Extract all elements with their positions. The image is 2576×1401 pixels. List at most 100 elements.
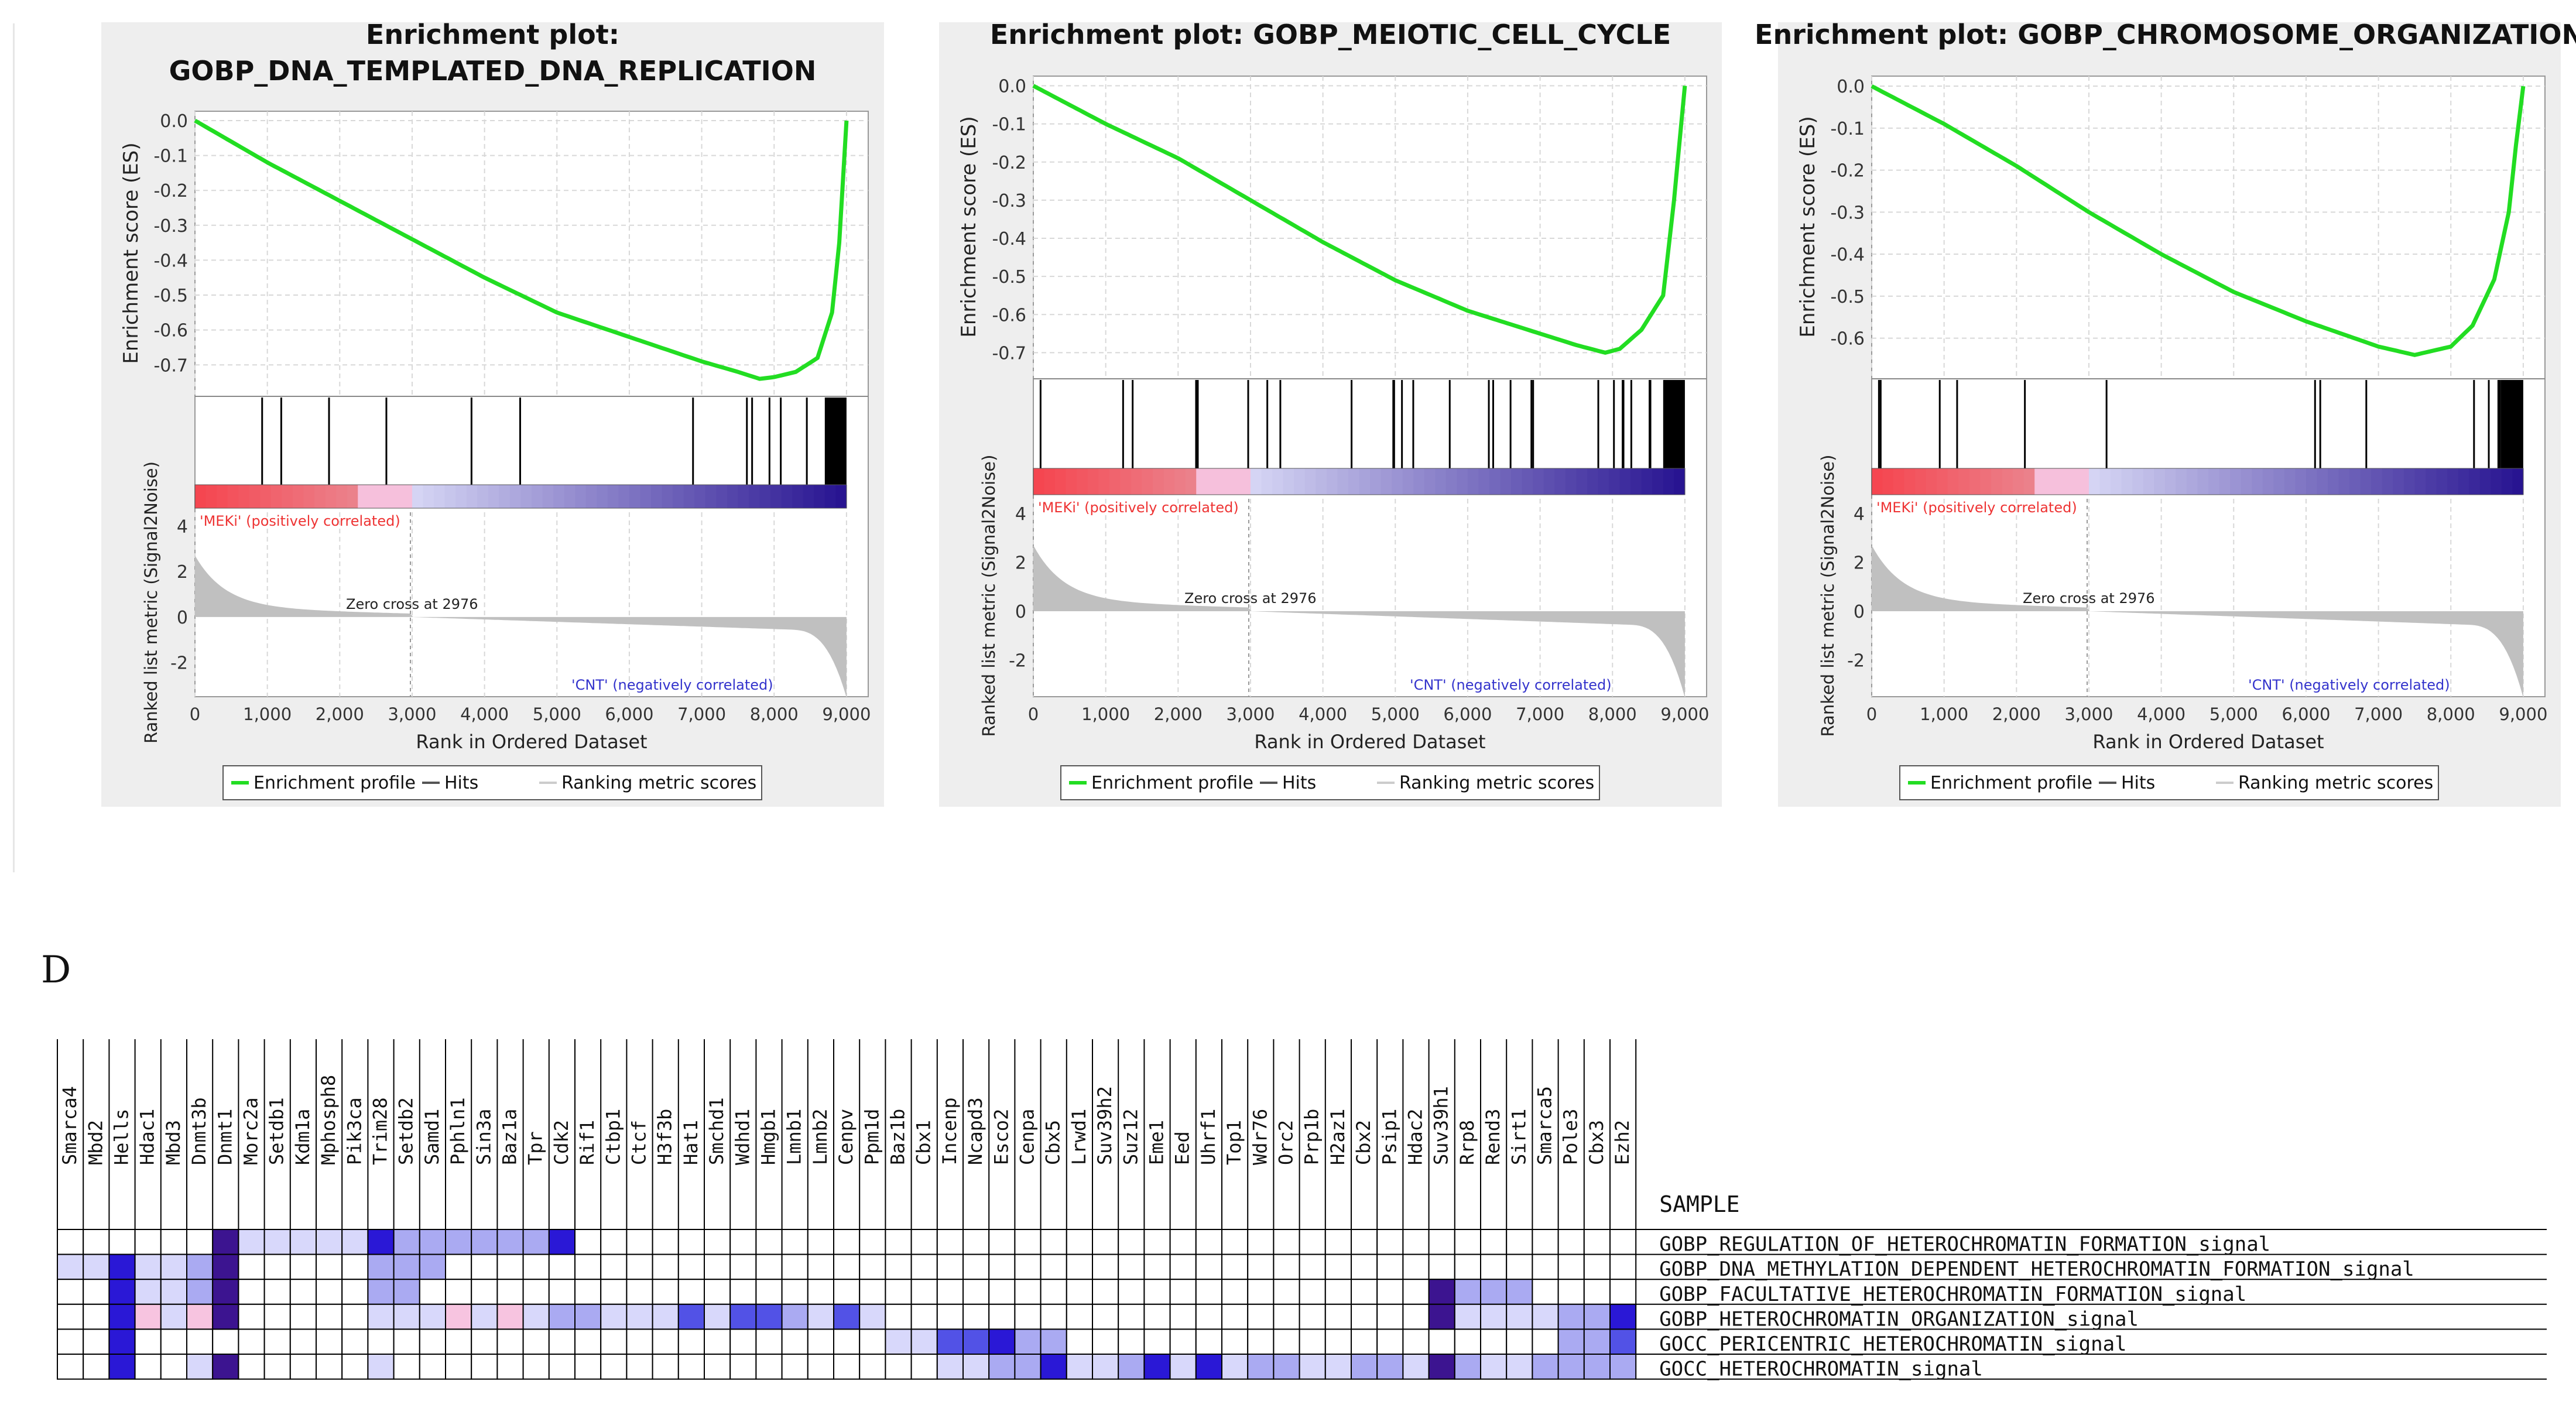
y-axis-label-es: Enrichment score (ES) [119, 142, 143, 364]
metric-tick-label: 2 [1015, 553, 1026, 573]
heatmap-cell [962, 1328, 990, 1355]
ranking-heat-cell [368, 485, 380, 508]
heatmap-cell [186, 1279, 214, 1305]
metric-tick-label: 0 [1854, 602, 1865, 622]
ranking-heat-cell [2230, 468, 2242, 495]
heatmap-cell [83, 1279, 110, 1305]
ranking-heat-cell [1882, 468, 1894, 495]
ranking-heat-cell [662, 485, 673, 508]
heatmap-cell [1609, 1303, 1637, 1330]
ranking-heat-cell [2360, 468, 2372, 495]
heatmap-cell [1506, 1229, 1533, 1255]
heatmap-cell [704, 1303, 731, 1330]
heatmap-cell [936, 1229, 964, 1255]
heatmap-cell [1014, 1303, 1042, 1330]
ranking-heat-cell [2219, 468, 2231, 495]
ranking-heat-cell [1153, 468, 1164, 495]
heatmap-cell [367, 1229, 395, 1255]
heatmap-cell [1195, 1354, 1223, 1380]
heatmap-column-label: Orc2 [1275, 1120, 1297, 1165]
heatmap-cell [367, 1328, 395, 1355]
heatmap-cell [677, 1328, 705, 1355]
heatmap-cell [626, 1279, 653, 1305]
ranking-heat-cell [564, 485, 576, 508]
ranking-heat-cell [2491, 468, 2502, 495]
heatmap-cell [108, 1328, 136, 1355]
gsea-panel-3: Enrichment plot: GOBP_CHROMOSOME_ORGANIZ… [1755, 19, 2576, 807]
x-tick-label: 5,000 [2210, 704, 2258, 724]
ranking-heat-cell [1522, 468, 1533, 495]
heatmap-cell [1143, 1328, 1171, 1355]
heatmap-cell [367, 1303, 395, 1330]
es-tick-label: -0.3 [1830, 203, 1865, 223]
heatmap-cell [471, 1229, 498, 1255]
heatmap-column-label: Prp1b [1301, 1109, 1323, 1165]
heatmap-column-label: Ctbp1 [602, 1109, 624, 1165]
heatmap-cell [134, 1328, 162, 1355]
ranking-heat-cell [336, 485, 348, 508]
heatmap-cell [1143, 1253, 1171, 1280]
plot-title: Enrichment plot: GOBP_CHROMOSOME_ORGANIZ… [1755, 19, 2576, 50]
heatmap-cell [548, 1279, 576, 1305]
heatmap-cell [1118, 1279, 1145, 1305]
heatmap-cell [807, 1354, 835, 1380]
heatmap-cell [1195, 1253, 1223, 1280]
ranking-heat-cell [434, 485, 446, 508]
heatmap-cell [833, 1229, 861, 1255]
heatmap-cell [548, 1229, 576, 1255]
heatmap-column-label: Lmnb1 [783, 1109, 806, 1165]
ranking-heat-cell [1142, 468, 1153, 495]
heatmap-cell [316, 1354, 343, 1380]
ranking-heat-cell [2045, 468, 2057, 495]
heatmap-cell [859, 1354, 886, 1380]
heatmap-cell [885, 1253, 912, 1280]
heatmap-column-label: Mbd2 [84, 1120, 107, 1165]
metric-tick-label: -2 [1009, 650, 1026, 671]
ranking-heat-cell [1652, 468, 1664, 495]
heatmap-cell [316, 1328, 343, 1355]
heatmap-group: Smarca4 Mbd2 Hells Hdac1 Mbd3 Dnmt3b Dnmt1 Morc… [57, 1039, 2547, 1381]
heatmap-cell [1351, 1328, 1378, 1355]
heatmap-cell [1376, 1303, 1404, 1330]
heatmap-cell [522, 1253, 550, 1280]
legend-label-hits: Hits [2121, 773, 2155, 793]
ranking-heat-cell [1904, 468, 1916, 495]
negative-correlation-label: 'CNT' (negatively correlated) [2248, 677, 2450, 693]
ranking-heat-cell [444, 485, 456, 508]
hits-group [1878, 380, 2523, 468]
heatmap-cell [160, 1328, 187, 1355]
x-tick-label: 8,000 [1588, 704, 1637, 724]
heatmap-cell [1092, 1279, 1119, 1305]
heatmap-cell [1092, 1303, 1119, 1330]
heatmap-column-label: Lmnb2 [809, 1109, 831, 1165]
heatmap-cell [859, 1303, 886, 1330]
x-axis-label: Rank in Ordered Dataset [416, 731, 647, 753]
heatmap-cell [419, 1354, 446, 1380]
heatmap-cell [885, 1279, 912, 1305]
ranking-heat-cell [1196, 468, 1208, 495]
heatmap-cell [471, 1328, 498, 1355]
heatmap-cell [1480, 1328, 1508, 1355]
heatmap-cell [496, 1279, 524, 1305]
legend-label-enrichment: Enrichment profile [1930, 773, 2092, 793]
ranking-heat-cell [1337, 468, 1349, 495]
heatmap-cell [263, 1253, 291, 1280]
heatmap-cell [1247, 1328, 1275, 1355]
negative-correlation-label: 'CNT' (negatively correlated) [571, 677, 773, 693]
heatmap-cell [600, 1229, 628, 1255]
ranking-heat-cell [1066, 468, 1077, 495]
heatmap-column-label: Pole3 [1560, 1109, 1582, 1165]
heatmap-cell [781, 1279, 809, 1305]
ranking-heat-border [194, 484, 847, 509]
heatmap-cell [1247, 1279, 1275, 1305]
heatmap-cell [833, 1354, 861, 1380]
heatmap-cell [1428, 1354, 1455, 1380]
y-axis-label-es: Enrichment score (ES) [957, 116, 981, 337]
plot-title-line-2: GOBP_DNA_TEMPLATED_DNA_REPLICATION [169, 55, 817, 87]
heatmap-column-label: Suv39h1 [1430, 1086, 1453, 1165]
hit-dense-block [2501, 380, 2523, 468]
heatmap-cell [1221, 1328, 1249, 1355]
heatmap-cell [574, 1354, 602, 1380]
heatmap-row-label: GOCC_HETEROCHROMATIN_signal [1659, 1358, 1983, 1381]
heatmap-cell [962, 1253, 990, 1280]
